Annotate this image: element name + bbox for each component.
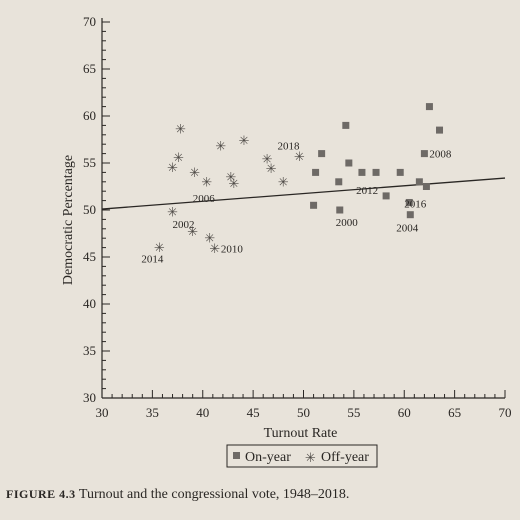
x-tick-label: 55 (347, 405, 360, 420)
on-year-point (406, 211, 414, 219)
point-year-label: 2004 (396, 223, 419, 235)
y-tick-label: 50 (83, 202, 96, 217)
legend-box (226, 444, 378, 468)
x-tick-label: 60 (398, 405, 411, 420)
point-year-label: 2018 (277, 140, 300, 152)
legend-off-year-label: Off-year (321, 450, 369, 465)
x-tick-label: 30 (96, 405, 109, 420)
off-year-point: ✳ (167, 205, 178, 220)
x-tick-label: 70 (499, 405, 512, 420)
y-tick-label: 60 (83, 108, 96, 123)
off-year-point: ✳ (154, 241, 165, 256)
point-year-label: 2014 (141, 254, 164, 266)
point-year-label: 2008 (429, 149, 452, 161)
x-tick-label: 50 (297, 405, 310, 420)
point-year-label: 2002 (173, 219, 195, 231)
on-year-point (318, 150, 326, 158)
x-tick-label: 35 (146, 405, 159, 420)
point-year-label: 2006 (193, 193, 216, 205)
on-year-point (335, 178, 343, 186)
y-tick-label: 70 (83, 14, 96, 29)
on-year-point (358, 168, 366, 176)
on-year-point (345, 159, 353, 167)
on-year-point (312, 168, 320, 176)
on-year-point (422, 183, 430, 190)
off-year-point: ✳ (278, 175, 289, 190)
x-axis-title: Turnout Rate (264, 426, 338, 441)
off-year-point: ✳ (209, 242, 220, 257)
off-year-point: ✳ (187, 225, 198, 240)
legend-on-year-label: On-year (245, 450, 291, 465)
off-year-point: ✳ (215, 140, 226, 155)
x-tick-label: 65 (448, 405, 461, 420)
on-year-point (372, 168, 380, 176)
legend-on-year-marker (233, 452, 240, 459)
y-tick-label: 30 (83, 390, 96, 405)
off-year-point: ✳ (167, 161, 178, 176)
on-year-point (336, 206, 344, 214)
point-year-label: 2016 (404, 198, 427, 210)
point-year-label: 2000 (336, 217, 359, 229)
y-axis-title: Democratic Percentage (61, 155, 76, 285)
off-year-point: ✳ (266, 162, 277, 177)
point-year-label: 2010 (221, 244, 244, 256)
point-year-label: 2012 (356, 185, 378, 197)
figure-caption: FIGURE 4.3 Turnout and the congressional… (6, 487, 349, 503)
y-tick-label: 55 (83, 155, 96, 170)
off-year-point: ✳ (262, 153, 273, 168)
off-year-point: ✳ (229, 177, 240, 192)
off-year-point: ✳ (201, 175, 212, 190)
figure-caption-text: Turnout and the congressional vote, 1948… (78, 487, 350, 502)
off-year-point: ✳ (173, 151, 184, 166)
on-year-point (310, 201, 318, 209)
trend-line (101, 177, 506, 210)
on-year-point (396, 168, 404, 176)
legend: On-year ✳ Off-year (226, 444, 378, 468)
y-tick-label: 65 (83, 61, 96, 76)
off-year-point: ✳ (226, 171, 237, 186)
off-year-point: ✳ (175, 123, 186, 138)
on-year-point (342, 121, 350, 129)
legend-off-year-marker: ✳ (305, 451, 316, 466)
figure-label: FIGURE 4.3 (6, 487, 76, 501)
on-year-point (425, 103, 433, 111)
on-year-point (420, 150, 428, 158)
y-tick-label: 35 (83, 343, 96, 358)
on-year-point (436, 126, 444, 134)
on-year-point (405, 198, 413, 206)
x-tick-label: 40 (196, 405, 209, 420)
on-year-point (382, 192, 390, 200)
axes: 30 35 40 45 50 55 60 65 70 30 35 40 45 50 55 60 65 70 (83, 14, 512, 420)
x-tick-label: 45 (247, 405, 260, 420)
off-year-point: ✳ (239, 134, 250, 149)
on-year-point (415, 178, 423, 186)
off-year-point: ✳ (294, 150, 305, 165)
off-year-point: ✳ (204, 232, 215, 247)
y-tick-label: 40 (83, 296, 96, 311)
y-tick-label: 45 (83, 249, 96, 264)
data-points: 20002012201620042008✳2014✳2002✳✳✳✳✳✳2006… (141, 103, 452, 266)
off-year-point: ✳ (189, 166, 200, 181)
